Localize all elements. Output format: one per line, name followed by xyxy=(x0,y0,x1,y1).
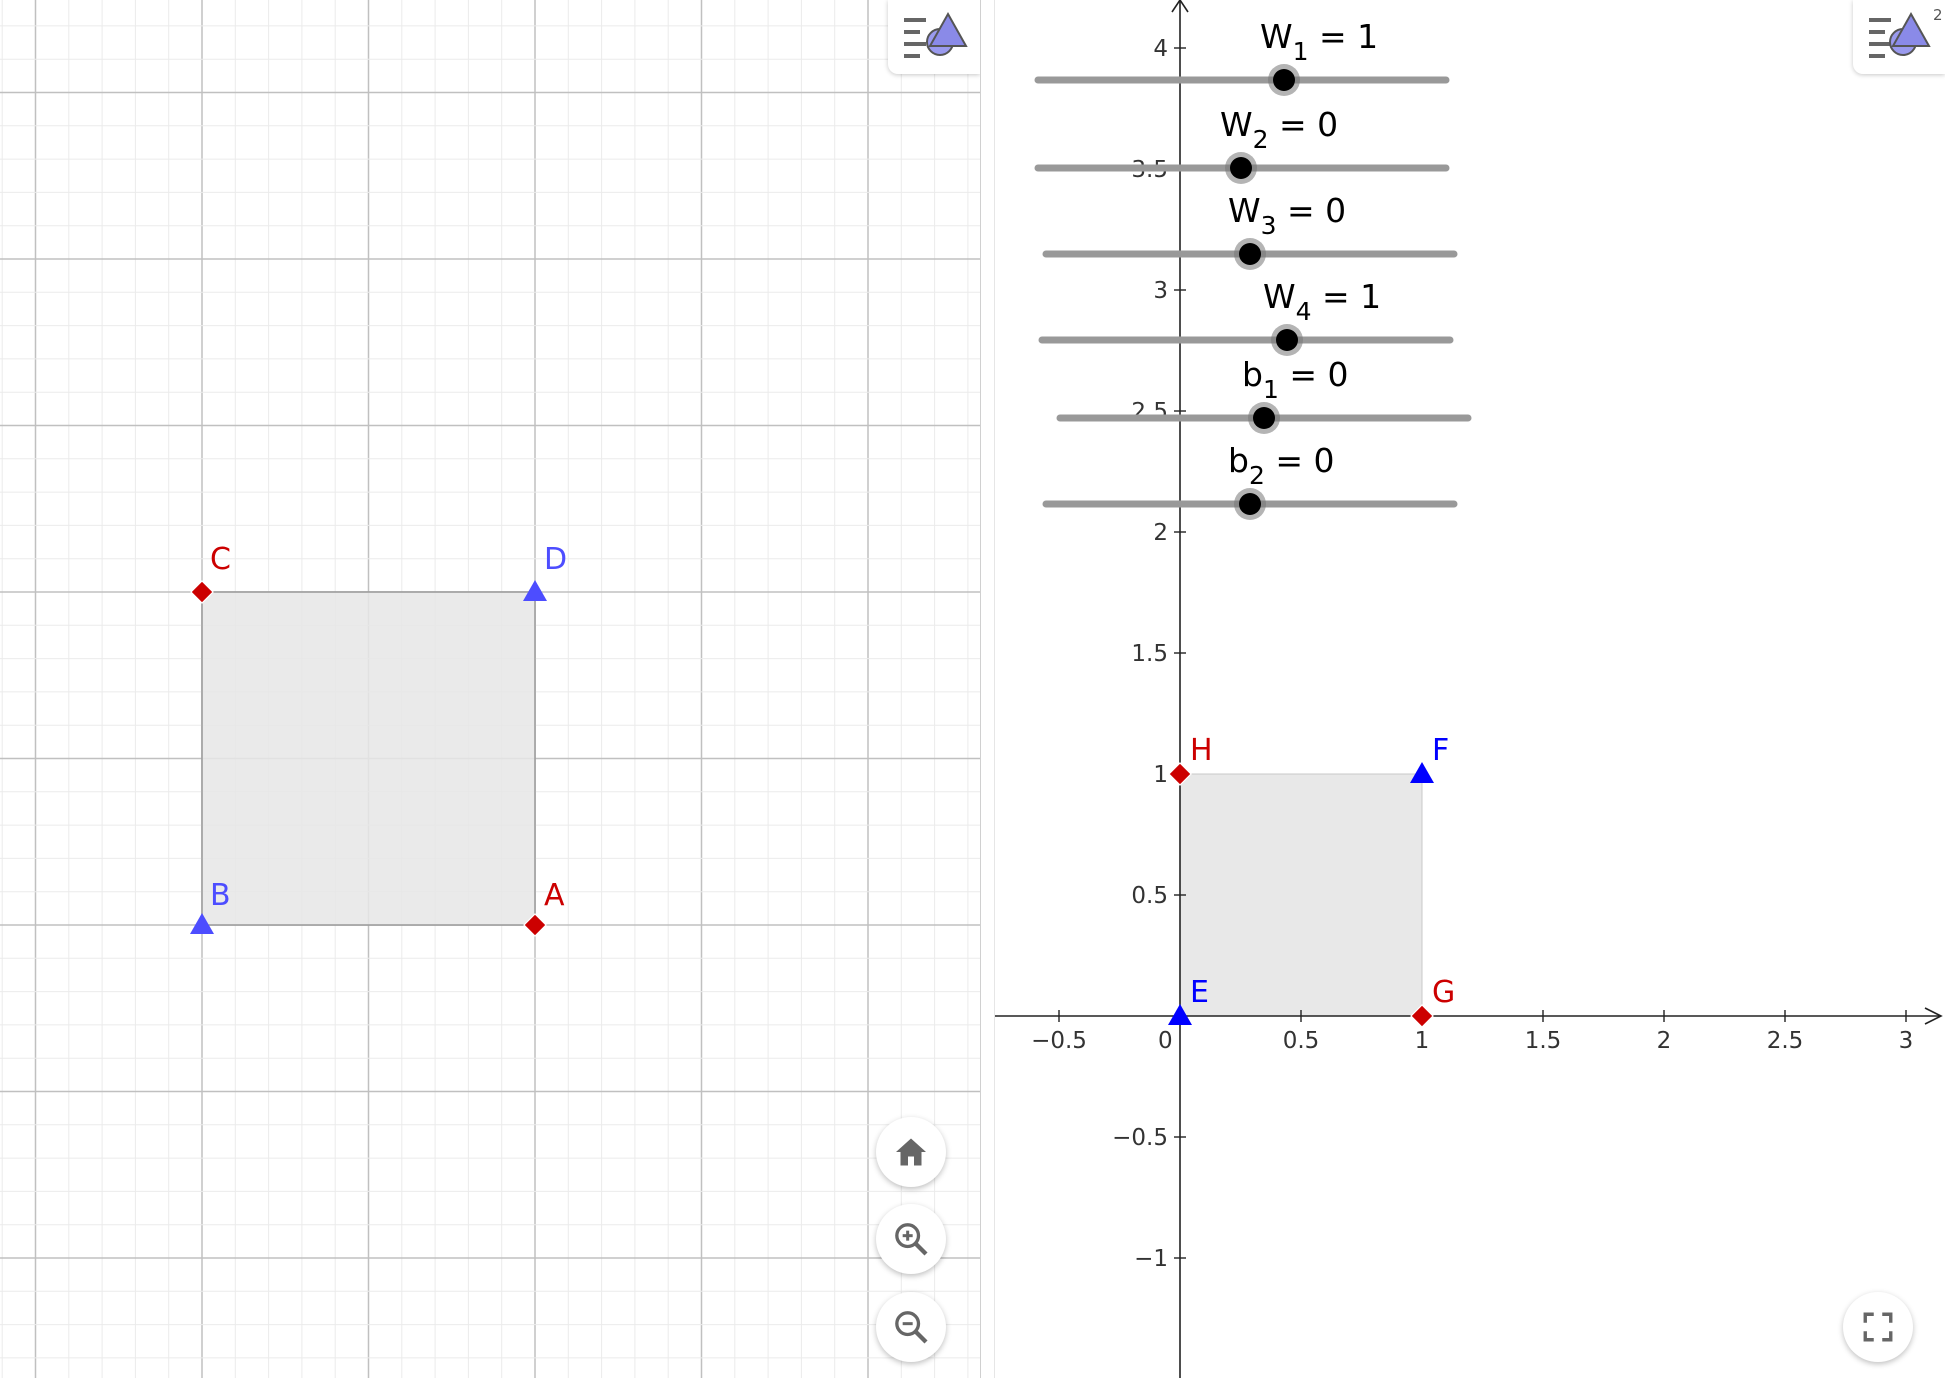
slider-w4[interactable]: W4 = 1 xyxy=(1038,277,1454,356)
zoom-in-icon xyxy=(895,1223,928,1256)
y-tick-label: 2 xyxy=(1153,520,1168,546)
point-a[interactable]: A xyxy=(523,878,565,937)
point-marker[interactable] xyxy=(190,580,214,604)
x-tick-label: 1.5 xyxy=(1525,1028,1562,1054)
slider-b2[interactable]: b2 = 0 xyxy=(1042,441,1458,520)
point-label: A xyxy=(544,878,565,913)
x-tick-label: 2.5 xyxy=(1767,1028,1804,1054)
point-label: D xyxy=(544,542,567,577)
points-layer: E F G H xyxy=(1168,733,1455,1028)
x-tick-label: −0.5 xyxy=(1031,1028,1087,1054)
fullscreen-button[interactable] xyxy=(1843,1292,1913,1362)
slider-knob[interactable] xyxy=(1230,157,1252,179)
slider-w1[interactable]: W1 = 1 xyxy=(1034,17,1450,96)
slider-label: b2 = 0 xyxy=(1228,441,1335,490)
slider-knob[interactable] xyxy=(1239,243,1261,265)
slider-label: W4 = 1 xyxy=(1263,277,1381,326)
point-g[interactable]: G xyxy=(1410,975,1455,1028)
point-label: B xyxy=(210,878,231,913)
view-divider[interactable] xyxy=(980,0,995,1378)
point-label: C xyxy=(210,542,231,577)
y-tick-label: −1 xyxy=(1134,1246,1168,1272)
point-label: F xyxy=(1432,733,1449,768)
points-layer: A B C D xyxy=(190,542,567,937)
point-marker[interactable] xyxy=(1410,1004,1434,1028)
y-tick-label: 4 xyxy=(1153,36,1168,62)
x-tick-label: 1 xyxy=(1415,1028,1430,1054)
point-f[interactable]: F xyxy=(1410,733,1449,783)
slider-knob[interactable] xyxy=(1239,493,1261,515)
zoom-out-button[interactable] xyxy=(876,1292,946,1362)
view-menu-icon: 2 xyxy=(1869,6,1943,58)
slider-label: W2 = 0 xyxy=(1220,105,1338,154)
zoom-out-icon xyxy=(895,1311,928,1344)
graphics-view-2[interactable]: −0.500.511.522.5343.532.521.510.5−0.5−1 … xyxy=(995,0,1945,1378)
slider-knob[interactable] xyxy=(1276,329,1298,351)
graphics-canvas-1[interactable]: A B C D xyxy=(0,0,980,1378)
sliders-layer: W1 = 1 W2 = 0 W3 = 0 W4 = 1 b1 = 0 b2 = 0 xyxy=(1034,17,1472,520)
point-d[interactable]: D xyxy=(523,542,567,601)
home-button[interactable] xyxy=(876,1117,946,1187)
graphics-view-1[interactable]: A B C D xyxy=(0,0,980,1378)
point-h[interactable]: H xyxy=(1168,733,1213,786)
y-tick-label: 1 xyxy=(1153,762,1168,788)
graphics-canvas-2[interactable]: −0.500.511.522.5343.532.521.510.5−0.5−1 … xyxy=(995,0,1945,1378)
x-tick-label: 0 xyxy=(1158,1028,1173,1054)
slider-label: W3 = 0 xyxy=(1228,191,1346,240)
point-e[interactable]: E xyxy=(1168,975,1209,1025)
y-tick-label: 0.5 xyxy=(1131,883,1168,909)
x-tick-label: 3 xyxy=(1899,1028,1914,1054)
home-icon xyxy=(896,1138,926,1166)
polygon-efgh[interactable] xyxy=(1179,773,1423,1017)
x-tick-label: 0.5 xyxy=(1283,1028,1320,1054)
point-marker[interactable] xyxy=(190,913,214,934)
point-marker[interactable] xyxy=(523,913,547,937)
point-label: H xyxy=(1190,733,1213,768)
y-tick-label: 1.5 xyxy=(1131,641,1168,667)
x-tick-label: 2 xyxy=(1657,1028,1672,1054)
zoom-in-button[interactable] xyxy=(876,1204,946,1274)
slider-label: W1 = 1 xyxy=(1260,17,1378,66)
style-bar-toggle-button-2[interactable]: 2 xyxy=(1853,0,1945,74)
slider-knob[interactable] xyxy=(1253,407,1275,429)
fullscreen-icon xyxy=(1863,1312,1893,1342)
point-marker[interactable] xyxy=(523,580,547,601)
point-marker[interactable] xyxy=(1410,762,1434,783)
point-b[interactable]: B xyxy=(190,878,231,934)
y-tick-label: 3 xyxy=(1153,278,1168,304)
slider-label: b1 = 0 xyxy=(1242,355,1349,404)
point-c[interactable]: C xyxy=(190,542,231,604)
point-label: G xyxy=(1432,975,1455,1010)
point-marker[interactable] xyxy=(1168,1004,1192,1025)
point-label: E xyxy=(1190,975,1209,1010)
y-tick-label: −0.5 xyxy=(1112,1125,1168,1151)
slider-w3[interactable]: W3 = 0 xyxy=(1042,191,1458,270)
slider-w2[interactable]: W2 = 0 xyxy=(1034,105,1450,184)
view-menu-icon xyxy=(904,11,968,58)
polygon-abcd[interactable] xyxy=(201,591,536,926)
slider-knob[interactable] xyxy=(1273,69,1295,91)
style-bar-toggle-button[interactable] xyxy=(888,0,980,74)
slider-b1[interactable]: b1 = 0 xyxy=(1056,355,1472,434)
point-marker[interactable] xyxy=(1168,762,1192,786)
view-number-badge: 2 xyxy=(1933,6,1943,24)
